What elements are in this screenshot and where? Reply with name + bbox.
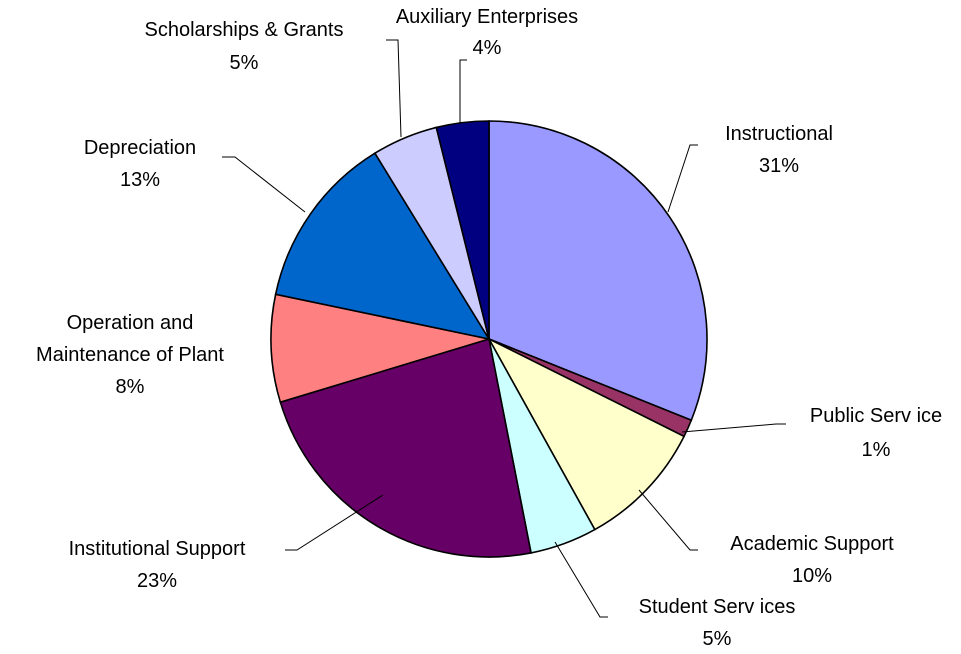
pie-slice-academic-support <box>487 337 686 531</box>
pie-slices <box>270 120 708 558</box>
slice-percent-instructional: 31% <box>759 155 799 177</box>
slice-label-operation-and-maintenance-of-plant: Maintenance of Plant <box>36 344 224 366</box>
slice-percent-institutional-support: 23% <box>137 570 177 592</box>
pie-slice-instructional <box>488 120 708 422</box>
slice-percent-academic-support: 10% <box>792 565 832 587</box>
leader-line-public-serv-ice <box>681 423 786 433</box>
leader-line-institutional-support <box>285 494 384 551</box>
slice-percent-student-serv-ices: 5% <box>703 628 732 650</box>
slice-label-public-serv-ice: Public Serv ice <box>810 405 942 427</box>
pie-slice-auxiliary-enterprises <box>435 120 490 340</box>
slice-label-academic-support: Academic Support <box>730 533 894 555</box>
pie-slice-operation-and-maintenance-of-plant <box>270 293 490 404</box>
leader-lines <box>222 39 786 618</box>
slice-label-operation-and-maintenance-of-plant: Operation and <box>67 312 194 334</box>
slice-label-institutional-support: Institutional Support <box>69 538 246 560</box>
leader-line-depreciation <box>222 156 306 213</box>
pie-slice-institutional-support <box>279 337 532 558</box>
slice-percent-auxiliary-enterprises: 4% <box>473 37 502 59</box>
leader-line-scholarships-grants <box>386 39 402 138</box>
slice-label-instructional: Instructional <box>725 123 833 145</box>
slice-percent-scholarships-grants: 5% <box>230 52 259 74</box>
slice-label-auxiliary-enterprises: Auxiliary Enterprises <box>396 6 578 28</box>
slice-percent-operation-and-maintenance-of-plant: 8% <box>116 376 145 398</box>
leader-line-student-serv-ices <box>554 541 608 618</box>
slice-labels: Instructional 31% Public Serv ice 1% Academi… <box>36 6 942 650</box>
pie-slice-depreciation <box>274 152 491 341</box>
leader-line-instructional <box>667 144 698 213</box>
slice-percent-public-serv-ice: 1% <box>862 439 891 461</box>
leader-line-auxiliary-enterprises <box>459 59 467 123</box>
slice-label-student-serv-ices: Student Serv ices <box>639 596 796 618</box>
slice-label-scholarships-grants: Scholarships & Grants <box>145 19 344 41</box>
slice-label-depreciation: Depreciation <box>84 137 196 159</box>
slice-percent-depreciation: 13% <box>120 169 160 191</box>
leader-line-academic-support <box>638 489 698 551</box>
